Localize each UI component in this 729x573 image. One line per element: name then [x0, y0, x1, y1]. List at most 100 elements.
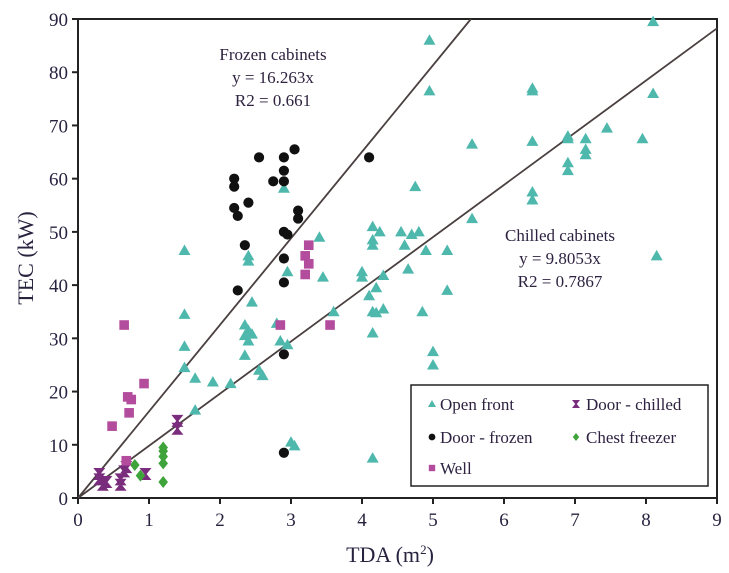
data-point	[366, 452, 379, 463]
data-point	[158, 476, 168, 489]
data-point	[293, 213, 304, 224]
x-tick-label: 6	[499, 510, 509, 531]
x-axis-title: TDA (m2)	[346, 542, 434, 567]
data-point	[274, 334, 287, 346]
data-point	[419, 244, 432, 256]
data-point	[325, 320, 335, 330]
data-point	[356, 265, 368, 277]
data-point	[650, 249, 663, 261]
data-point	[268, 176, 279, 187]
y-tick-label: 10	[49, 436, 68, 457]
data-point	[561, 156, 574, 168]
data-point	[356, 271, 368, 282]
data-point	[366, 233, 379, 245]
data-point	[303, 240, 314, 250]
data-point	[466, 138, 479, 149]
data-point	[289, 144, 300, 155]
data-point	[300, 269, 310, 280]
data-point	[232, 285, 243, 296]
series-door-frozen	[229, 144, 375, 458]
trendline-chilled-cabinets	[77, 27, 718, 499]
y-tick-label: 0	[59, 489, 69, 510]
annotation-chilled-r2: R2 = 0.7867	[518, 272, 603, 291]
data-points	[93, 15, 663, 491]
annotation-chilled-name: Chilled cabinets	[505, 226, 615, 245]
data-point	[278, 277, 289, 288]
data-point	[366, 239, 379, 250]
legend-marker-triangle-icon	[428, 400, 436, 407]
data-point	[229, 173, 240, 184]
data-point	[107, 421, 117, 431]
data-point	[256, 369, 269, 381]
data-point	[466, 212, 479, 224]
data-point	[178, 308, 191, 319]
data-point	[526, 185, 539, 197]
data-point	[130, 459, 140, 472]
x-tick-label: 1	[144, 510, 154, 531]
data-point	[178, 361, 191, 373]
data-point	[281, 265, 294, 277]
legend-marker-square-icon	[428, 464, 436, 472]
x-tick-label: 3	[286, 510, 296, 531]
legend-item-door-frozen: Door - frozen	[428, 428, 533, 447]
data-point	[423, 84, 436, 96]
data-point	[526, 193, 539, 205]
y-tick-label: 50	[49, 223, 68, 244]
data-point	[243, 197, 254, 208]
data-point	[370, 281, 383, 293]
data-point	[561, 132, 574, 144]
data-point	[245, 328, 258, 339]
annotation-chilled-equation: y = 9.8053x	[519, 249, 601, 268]
data-point	[526, 135, 539, 146]
annotation-chilled: Chilled cabinets y = 9.8053x R2 = 0.7867	[505, 226, 615, 291]
data-point	[139, 378, 149, 389]
y-tick-label: 30	[49, 329, 68, 350]
data-point	[636, 132, 649, 144]
data-point	[405, 228, 418, 240]
legend-marker-circle-icon	[428, 433, 436, 441]
x-tick-label: 2	[215, 510, 225, 531]
legend: Open front Door - chilled Door - frozen …	[410, 384, 709, 487]
data-point	[278, 447, 289, 458]
y-tick-label: 40	[49, 276, 68, 297]
data-point	[135, 469, 146, 482]
x-tick-label: 7	[570, 510, 580, 531]
data-point	[300, 251, 310, 261]
data-point	[303, 259, 314, 269]
data-point	[171, 422, 184, 435]
series-chest-freezer	[130, 441, 168, 489]
data-point	[441, 244, 454, 256]
data-point	[178, 244, 191, 256]
data-point	[366, 327, 379, 338]
data-point	[277, 182, 290, 193]
data-point	[238, 349, 251, 360]
y-tick-label: 60	[49, 170, 68, 191]
data-point	[327, 305, 340, 317]
legend-label-chest-freezer: Chest freezer	[586, 428, 676, 447]
data-point	[377, 303, 390, 314]
data-point	[253, 152, 265, 163]
data-point	[561, 164, 574, 176]
data-point	[189, 372, 202, 383]
data-point	[114, 478, 127, 491]
data-point	[579, 143, 592, 154]
data-point	[278, 349, 289, 360]
data-point	[278, 152, 289, 163]
data-point	[579, 132, 592, 144]
y-tick-label: 80	[49, 63, 68, 84]
data-point	[409, 180, 422, 192]
data-point	[402, 263, 415, 274]
legend-item-well: Well	[428, 459, 472, 478]
data-point	[377, 269, 390, 281]
series-well	[107, 240, 335, 466]
data-point	[526, 84, 539, 96]
x-tick-label: 5	[428, 510, 438, 531]
data-point	[370, 306, 383, 318]
data-point	[441, 284, 454, 295]
data-point	[363, 289, 376, 301]
y-tick-label: 20	[49, 383, 68, 404]
legend-marker-x-bar-icon	[572, 400, 580, 408]
legend-item-open-front: Open front	[428, 395, 514, 414]
data-point	[313, 231, 326, 242]
